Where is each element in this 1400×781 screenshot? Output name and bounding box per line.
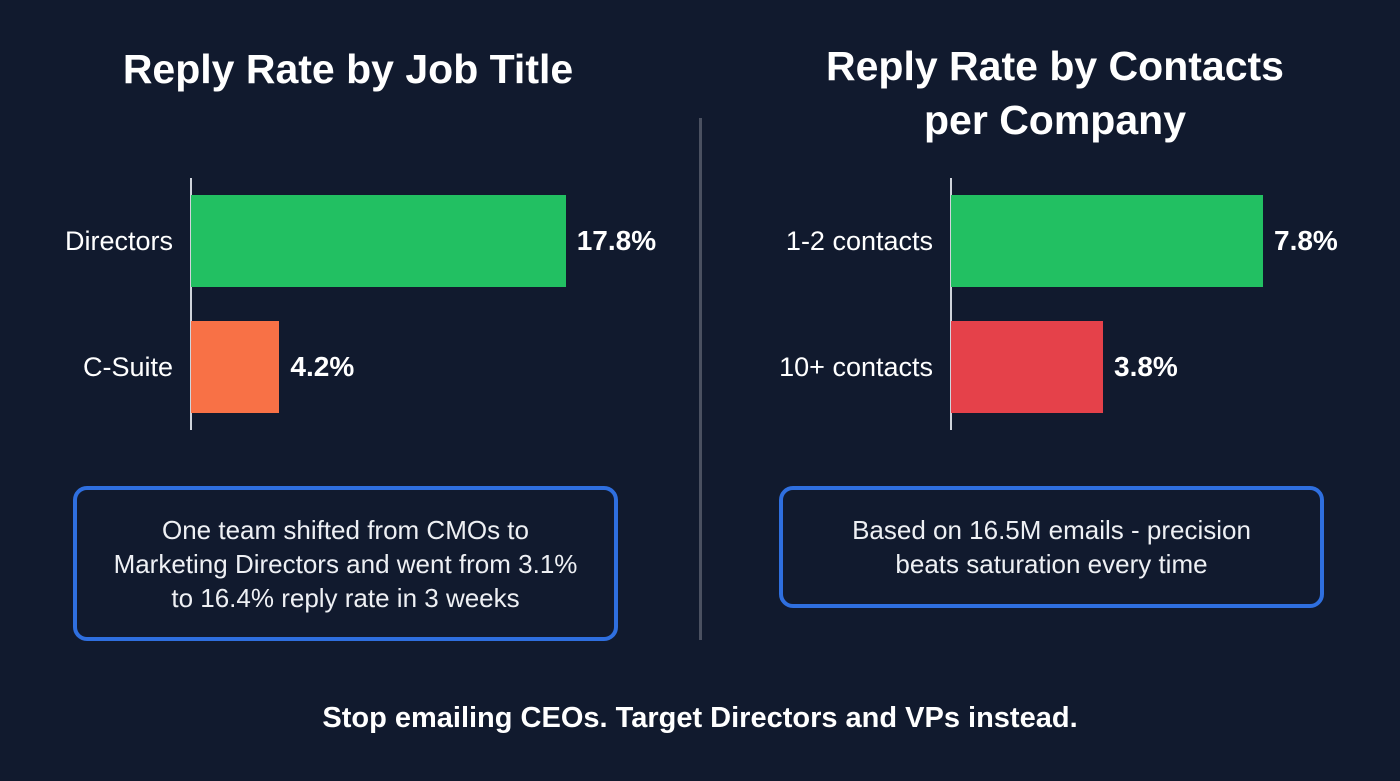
category-label: Directors [64, 226, 173, 256]
left-note-box: One team shifted from CMOs to Marketing … [73, 486, 618, 641]
left-chart-title: Reply Rate by Job Title [122, 46, 574, 92]
bar [951, 321, 1103, 413]
category-label: 10+ contacts [779, 352, 933, 382]
y-axis-line [950, 178, 952, 430]
bar [191, 321, 280, 413]
value-label: 4.2% [290, 351, 355, 382]
right-chart-title: Reply Rate by Contacts per Company [826, 43, 1284, 143]
value-label: 17.8% [576, 225, 657, 256]
value-label: 3.8% [1114, 351, 1178, 382]
y-axis-line [190, 178, 192, 430]
bar [951, 195, 1263, 287]
value-label: 7.8% [1274, 225, 1338, 256]
right-note-box: Based on 16.5M emails - precision beats … [779, 486, 1324, 608]
bar [191, 195, 566, 287]
left-note-text: One team shifted from CMOs to Marketing … [113, 514, 578, 613]
category-label: 1-2 contacts [785, 226, 933, 256]
footer-takeaway: Stop emailing CEOs. Target Directors and… [322, 702, 1078, 734]
right-note-text: Based on 16.5M emails - precision beats … [852, 515, 1251, 579]
divider [699, 118, 702, 640]
category-label: C-Suite [82, 352, 173, 382]
